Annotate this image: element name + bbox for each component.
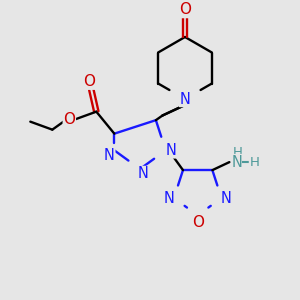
Text: N: N <box>104 148 115 163</box>
Text: N: N <box>221 190 232 206</box>
Text: H: H <box>232 146 242 159</box>
Text: N: N <box>164 190 174 206</box>
Text: N: N <box>232 154 243 169</box>
Text: O: O <box>192 215 204 230</box>
Text: O: O <box>63 112 75 127</box>
Text: O: O <box>83 74 95 89</box>
Text: N: N <box>165 143 176 158</box>
Text: N: N <box>138 167 148 182</box>
Text: O: O <box>179 2 191 17</box>
Text: H: H <box>249 156 259 169</box>
Text: N: N <box>180 92 190 106</box>
